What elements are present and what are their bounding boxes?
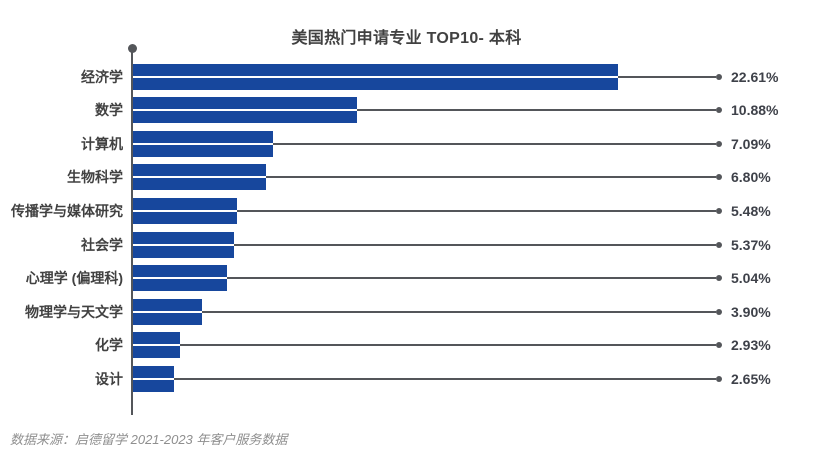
chart-row: 数学 10.88% [0, 94, 813, 128]
leader-dot [716, 73, 722, 80]
bar-track: 3.90% [133, 295, 813, 329]
data-source-note: 数据来源：启德留学 2021-2023 年客户服务数据 [10, 432, 288, 447]
bar-track: 10.88% [133, 94, 813, 128]
category-label: 物理学与天文学 [25, 303, 123, 320]
axis-origin-dot [128, 44, 137, 53]
y-axis-line [131, 52, 133, 415]
chart-row: 传播学与媒体研究 5.48% [0, 194, 813, 228]
bar-track: 5.48% [133, 194, 813, 228]
chart-row: 社会学 5.37% [0, 228, 813, 262]
bar-track: 2.65% [133, 362, 813, 396]
value-label: 2.93% [731, 337, 771, 354]
value-label: 10.88% [731, 102, 779, 119]
value-label: 7.09% [731, 135, 771, 152]
chart-row: 计算机 7.09% [0, 127, 813, 161]
leader-dot [716, 107, 722, 114]
bar-stripe [133, 142, 273, 145]
category-label: 设计 [95, 370, 123, 387]
value-label: 2.65% [731, 370, 771, 387]
bar-stripe [133, 310, 202, 313]
leader-dot [716, 140, 722, 147]
leader-line [266, 176, 716, 179]
leader-line [180, 344, 716, 347]
bar-stripe [133, 209, 237, 212]
chart-row: 设计 2.65% [0, 362, 813, 396]
value-label: 5.48% [731, 202, 771, 219]
bar-track: 6.80% [133, 161, 813, 195]
leader-line [237, 209, 716, 212]
bar-track: 2.93% [133, 328, 813, 362]
value-label: 6.80% [731, 169, 771, 186]
chart-row: 化学 2.93% [0, 328, 813, 362]
bar-stripe [133, 109, 357, 112]
bar-track: 7.09% [133, 127, 813, 161]
leader-line [227, 277, 716, 280]
leader-line [174, 377, 716, 380]
category-label: 数学 [95, 102, 123, 119]
bar-rows: 经济学 22.61% 数学 10.88% 计算机 [0, 60, 813, 395]
bar-track: 5.04% [133, 261, 813, 295]
leader-line [273, 142, 716, 145]
chart-title: 美国热门申请专业 TOP10- 本科 [291, 30, 522, 47]
bar-stripe [133, 243, 234, 246]
leader-line [234, 243, 716, 246]
bar-track: 22.61% [133, 60, 813, 94]
leader-dot [716, 342, 722, 349]
category-label: 传播学与媒体研究 [11, 202, 123, 219]
chart-row: 心理学 (偏理科) 5.04% [0, 261, 813, 295]
category-label: 经济学 [81, 68, 123, 85]
value-label: 3.90% [731, 303, 771, 320]
chart-row: 生物科学 6.80% [0, 161, 813, 195]
value-label: 5.37% [731, 236, 771, 253]
bar-stripe [133, 344, 180, 347]
bar-stripe [133, 277, 227, 280]
category-label: 社会学 [81, 236, 123, 253]
leader-line [618, 75, 716, 78]
chart-row: 物理学与天文学 3.90% [0, 295, 813, 329]
leader-dot [716, 308, 722, 315]
bar-stripe [133, 75, 618, 78]
leader-dot [716, 375, 722, 382]
value-label: 22.61% [731, 68, 779, 85]
bar-stripe [133, 176, 266, 179]
leader-dot [716, 275, 722, 282]
chart-row: 经济学 22.61% [0, 60, 813, 94]
leader-dot [716, 207, 722, 214]
category-label: 化学 [95, 337, 123, 354]
leader-line [202, 310, 716, 313]
category-label: 生物科学 [67, 169, 123, 186]
value-label: 5.04% [731, 270, 771, 287]
leader-dot [716, 174, 722, 181]
leader-dot [716, 241, 722, 248]
leader-line [357, 109, 716, 112]
bar-track: 5.37% [133, 228, 813, 262]
bar-stripe [133, 377, 174, 380]
category-label: 心理学 (偏理科) [25, 270, 123, 287]
category-label: 计算机 [81, 135, 123, 152]
